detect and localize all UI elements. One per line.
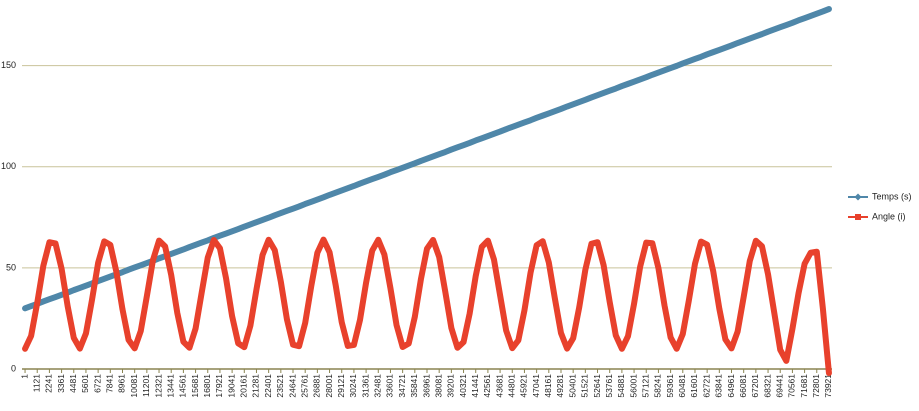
x-tick-label: 23521 [275, 374, 285, 398]
x-tick-label: 69441 [774, 374, 784, 398]
x-tick-label: 49281 [555, 374, 565, 398]
x-tick-label: 7841 [105, 374, 115, 393]
x-tick-label: 16801 [202, 374, 212, 398]
x-tick-label: 59361 [665, 374, 675, 398]
series-line [22, 6, 832, 312]
x-tick-label: 42561 [482, 374, 492, 398]
x-tick-label: 29121 [336, 374, 346, 398]
x-tick-label: 6721 [92, 374, 102, 393]
x-tick-label: 61601 [689, 374, 699, 398]
x-tick-label: 72801 [811, 374, 821, 398]
x-tick-label: 67201 [750, 374, 760, 398]
x-tick-label: 57121 [640, 374, 650, 398]
x-tick-label: 39201 [446, 374, 456, 398]
x-tick-label: 22401 [263, 374, 273, 398]
x-tick-label: 52641 [592, 374, 602, 398]
x-tick-label: 15681 [190, 374, 200, 398]
x-tick-label: 38081 [433, 374, 443, 398]
x-tick-label: 43681 [494, 374, 504, 398]
x-tick-label: 10081 [129, 374, 139, 398]
y-tick-label: 100 [1, 161, 16, 171]
x-tick-label: 70561 [787, 374, 797, 398]
x-tick-label: 64961 [726, 374, 736, 398]
legend-marker [855, 214, 861, 220]
series-line [22, 236, 832, 377]
x-tick-label: 1121 [31, 374, 41, 393]
x-tick-label: 32481 [373, 374, 383, 398]
x-tick-label: 71681 [799, 374, 809, 398]
x-tick-label: 45921 [519, 374, 529, 398]
x-tick-label: 48161 [543, 374, 553, 398]
x-tick-label: 24641 [287, 374, 297, 398]
x-tick-label: 12321 [153, 374, 163, 398]
legend-label: Angle (i) [872, 211, 906, 221]
legend-marker [854, 193, 862, 201]
x-tick-label: 35841 [409, 374, 419, 398]
x-tick-label: 19041 [226, 374, 236, 398]
x-tick-label: 21281 [251, 374, 261, 398]
x-tick-label: 4481 [68, 374, 78, 393]
x-tick-label: 36961 [421, 374, 431, 398]
x-tick-label: 33601 [385, 374, 395, 398]
x-tick-label: 44801 [507, 374, 517, 398]
x-tick-label: 5601 [80, 374, 90, 393]
x-tick-label: 60481 [677, 374, 687, 398]
x-tick-label: 41441 [470, 374, 480, 398]
x-tick-label: 25761 [299, 374, 309, 398]
x-tick-label: 73921 [823, 374, 833, 398]
y-tick-label: 150 [1, 60, 16, 70]
x-tick-label: 53761 [604, 374, 614, 398]
x-tick-label: 11201 [141, 374, 151, 397]
x-tick-label: 40321 [458, 374, 468, 398]
x-tick-label: 56001 [628, 374, 638, 398]
x-tick-label: 20161 [239, 374, 249, 398]
x-tick-label: 66081 [738, 374, 748, 398]
x-tick-label: 50401 [567, 374, 577, 398]
x-tick-label: 62721 [701, 374, 711, 398]
x-tick-label: 14561 [178, 374, 188, 398]
x-tick-label: 47041 [531, 374, 541, 398]
x-tick-label: 58241 [653, 374, 663, 398]
x-tick-label: 34721 [397, 374, 407, 398]
x-tick-label: 8961 [117, 374, 127, 393]
x-tick-label: 31361 [360, 374, 370, 398]
x-tick-label: 17921 [214, 374, 224, 398]
x-tick-label: 51521 [580, 374, 590, 398]
x-tick-label: 28001 [324, 374, 334, 398]
y-tick-label: 0 [11, 363, 16, 373]
x-tick-label: 68321 [762, 374, 772, 398]
legend-label: Temps (s) [872, 191, 912, 201]
x-tick-label: 13441 [165, 374, 175, 398]
x-tick-label: 30241 [348, 374, 358, 398]
x-tick-label: 1 [19, 374, 29, 379]
x-tick-label: 3361 [56, 374, 66, 393]
x-tick-label: 26881 [312, 374, 322, 398]
x-tick-label: 63841 [714, 374, 724, 398]
x-tick-label: 54881 [616, 374, 626, 398]
y-tick-label: 50 [6, 262, 16, 272]
x-tick-label: 2241 [44, 374, 54, 393]
